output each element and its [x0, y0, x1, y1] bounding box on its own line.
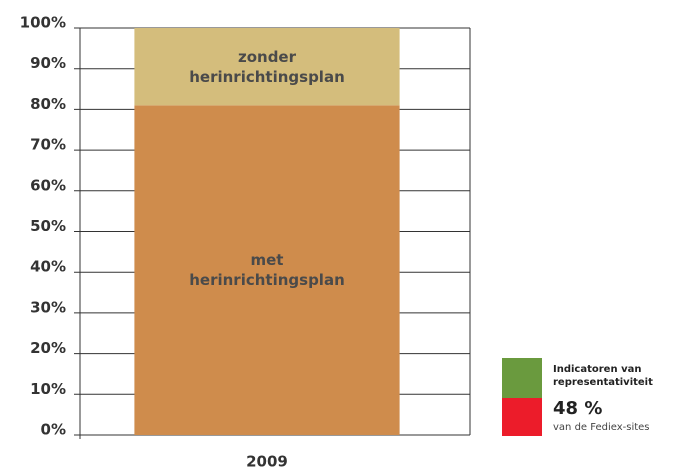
bar-segment	[134, 28, 400, 106]
indicator-title: Indicatoren van representativiteit	[553, 364, 653, 388]
y-tick-label: 20%	[30, 339, 66, 357]
y-tick-label: 10%	[30, 380, 66, 398]
y-tick-label: 100%	[20, 14, 66, 32]
y-tick-label: 50%	[30, 217, 66, 235]
indicator-swatch	[502, 358, 542, 398]
y-tick-label: 80%	[30, 95, 66, 113]
y-tick-label: 40%	[30, 258, 66, 276]
y-tick-label: 0%	[41, 421, 66, 439]
x-tick-label: 2009	[246, 453, 288, 471]
indicator-value: 48 %	[553, 398, 603, 419]
indicator-swatch	[502, 398, 542, 436]
y-tick-label: 30%	[30, 298, 66, 316]
segment-label: zonder herinrichtingsplan	[189, 47, 345, 86]
segment-label: met herinrichtingsplan	[189, 251, 345, 290]
indicator-note: van de Fediex-sites	[553, 422, 650, 433]
y-tick-label: 60%	[30, 176, 66, 194]
y-tick-label: 70%	[30, 136, 66, 154]
y-tick-label: 90%	[30, 54, 66, 72]
bar-segment	[134, 105, 400, 435]
